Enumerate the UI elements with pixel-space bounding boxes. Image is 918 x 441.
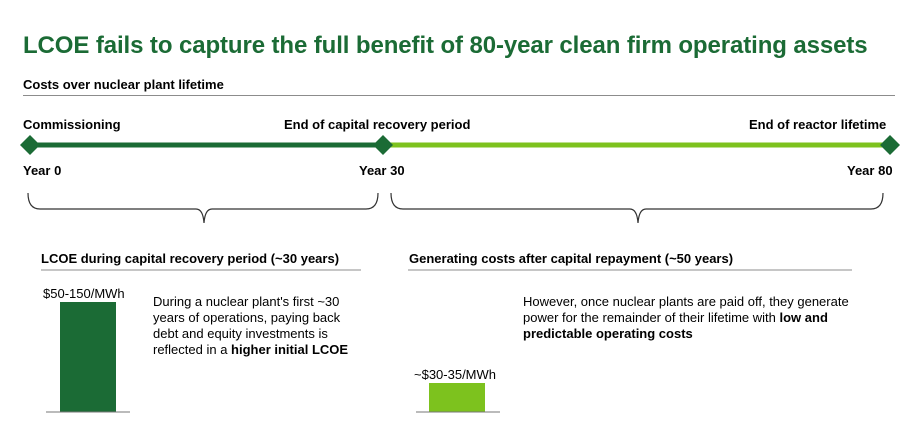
left-description-emphasis: higher initial LCOE: [231, 342, 349, 357]
right-description-text: However, once nuclear plants are paid of…: [523, 294, 849, 325]
brace-operating-period: [390, 192, 884, 224]
lcoe-bar: [60, 302, 116, 412]
milestone-marker-year-80: [880, 135, 900, 155]
section-subtitle: Costs over nuclear plant lifetime: [23, 77, 224, 92]
left-section-description: During a nuclear plant's first ~30 years…: [153, 294, 358, 358]
brace-capital-recovery: [27, 192, 379, 224]
right-description-emphasis: low and predictable operating costs: [523, 310, 828, 341]
milestone-year-0: Year 0: [23, 163, 62, 178]
left-section-heading: LCOE during capital recovery period (~30…: [41, 251, 340, 266]
milestone-year-80: Year 80: [847, 163, 893, 178]
milestone-label-capital-recovery: End of capital recovery period: [284, 117, 471, 132]
right-section-heading: Generating costs after capital repayment…: [409, 251, 734, 266]
milestone-marker-year-30: [373, 135, 393, 155]
milestone-year-30: Year 30: [359, 163, 405, 178]
operating-cost-bar-label: ~$30-35/MWh: [414, 367, 497, 382]
milestone-label-end-of-lifetime: End of reactor lifetime: [749, 117, 887, 132]
milestone-label-commissioning: Commissioning: [23, 117, 121, 132]
divider: [23, 95, 895, 96]
operating-cost-bar: [429, 383, 485, 412]
page-title: LCOE fails to capture the full benefit o…: [23, 32, 868, 59]
left-description-text: During a nuclear plant's first ~30 years…: [153, 294, 341, 357]
right-section-description: However, once nuclear plants are paid of…: [523, 294, 853, 342]
lcoe-bar-label: $50-150/MWh: [43, 286, 125, 301]
milestone-marker-year-0: [20, 135, 40, 155]
